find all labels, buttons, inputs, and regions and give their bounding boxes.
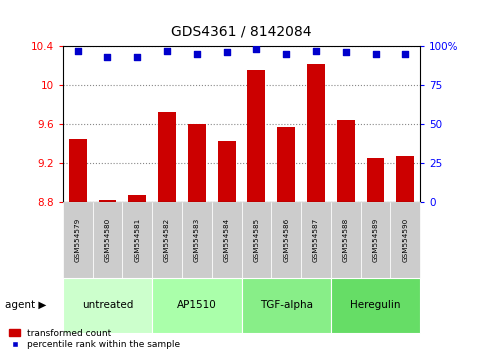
Text: GSM554580: GSM554580 [104,218,111,262]
Text: GDS4361 / 8142084: GDS4361 / 8142084 [171,25,312,39]
Point [282,51,290,57]
Text: Heregulin: Heregulin [350,300,401,310]
Text: GSM554586: GSM554586 [283,218,289,262]
Bar [307,64,325,202]
Point [372,51,380,57]
Bar [158,112,176,202]
Text: AP1510: AP1510 [177,300,217,310]
Legend: transformed count, percentile rank within the sample: transformed count, percentile rank withi… [9,329,181,349]
Text: TGF-alpha: TGF-alpha [260,300,313,310]
Point [163,48,171,53]
Point [253,46,260,52]
Text: GSM554588: GSM554588 [343,218,349,262]
Text: GSM554590: GSM554590 [402,218,408,262]
Point [74,48,82,53]
Bar [128,195,146,202]
Point [223,50,230,55]
Bar [397,156,414,202]
Text: untreated: untreated [82,300,133,310]
Point [401,51,409,57]
Bar [367,158,384,202]
Text: agent ▶: agent ▶ [5,300,46,310]
Bar [218,142,236,202]
Bar [188,124,206,202]
Text: GSM554583: GSM554583 [194,218,200,262]
Point [133,54,141,60]
Bar [277,127,295,202]
Text: GSM554582: GSM554582 [164,218,170,262]
Text: GSM554585: GSM554585 [254,218,259,262]
Point [312,48,320,53]
Point [193,51,201,57]
Text: GSM554579: GSM554579 [75,218,81,262]
Point [342,50,350,55]
Bar [99,200,116,202]
Text: GSM554587: GSM554587 [313,218,319,262]
Bar [247,70,265,202]
Text: GSM554589: GSM554589 [372,218,379,262]
Point [104,54,112,60]
Bar [337,120,355,202]
Text: GSM554584: GSM554584 [224,218,229,262]
Bar [69,138,86,202]
Text: GSM554581: GSM554581 [134,218,140,262]
